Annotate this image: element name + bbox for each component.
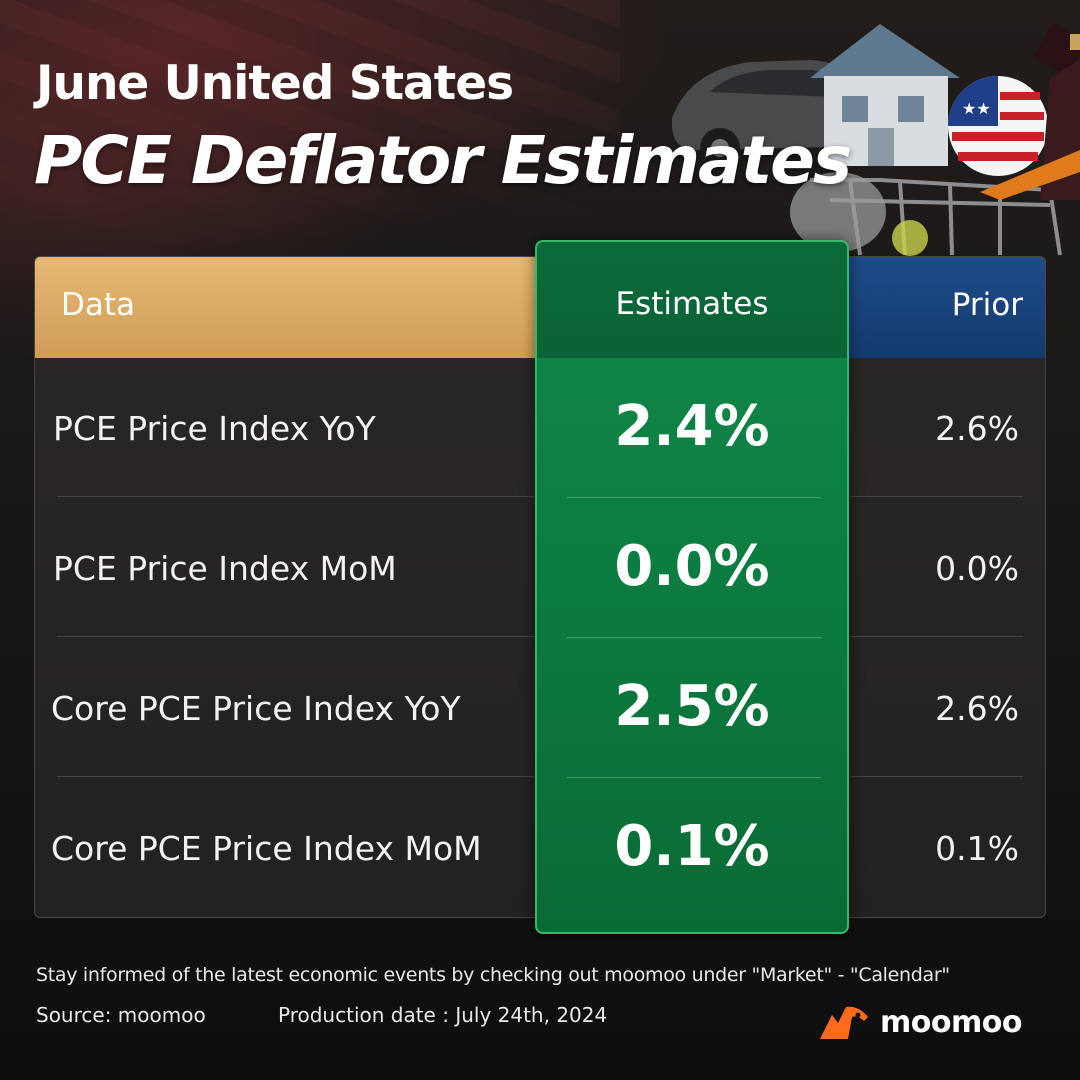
brand-name: moomoo xyxy=(880,1004,1022,1040)
row-3-prior: 2.6% xyxy=(935,689,1019,728)
row-divider xyxy=(57,496,535,497)
footer-note: Stay informed of the latest economic eve… xyxy=(36,964,950,986)
moomoo-logo-icon xyxy=(820,1006,868,1039)
row-divider xyxy=(851,776,1023,777)
row-divider xyxy=(851,636,1023,637)
estimate-divider xyxy=(567,777,821,778)
estimates-column-header: Estimates xyxy=(537,242,847,358)
row-4-label: Core PCE Price Index MoM xyxy=(51,829,482,868)
row-3-label: Core PCE Price Index YoY xyxy=(51,689,461,728)
prior-column-header-label: Prior xyxy=(951,287,1023,323)
row-1-label: PCE Price Index YoY xyxy=(53,409,376,448)
estimate-divider xyxy=(567,637,821,638)
page-title-line2: PCE Deflator Estimates xyxy=(34,122,852,199)
row-2-prior: 0.0% xyxy=(935,549,1019,588)
us-flag-badge-icon: ★★ xyxy=(948,76,1048,176)
row-divider xyxy=(57,636,535,637)
estimates-column: Estimates 2.4% 0.0% 2.5% 0.1% xyxy=(535,240,849,934)
row-4-prior: 0.1% xyxy=(935,829,1019,868)
moomoo-brand[interactable]: moomoo xyxy=(818,1000,1022,1044)
row-3-estimate: 2.5% xyxy=(614,674,770,739)
row-divider xyxy=(851,496,1023,497)
svg-text:★★: ★★ xyxy=(962,99,991,118)
prior-column-header: Prior xyxy=(849,257,1045,358)
footer-source: Source: moomoo xyxy=(36,1003,206,1027)
shopping-illustration: ★★ xyxy=(671,22,1080,256)
row-4-estimate: 0.1% xyxy=(614,814,770,879)
house-illustration xyxy=(810,24,960,166)
data-column-header: Data xyxy=(35,257,537,358)
flag-background xyxy=(0,0,620,260)
row-2-label: PCE Price Index MoM xyxy=(53,549,397,588)
data-column-header-label: Data xyxy=(61,287,136,323)
estimates-column-header-label: Estimates xyxy=(615,286,769,322)
estimate-divider xyxy=(567,497,821,498)
row-divider xyxy=(57,776,535,777)
row-2-estimate: 0.0% xyxy=(614,534,770,599)
row-1-prior: 2.6% xyxy=(935,409,1019,448)
footer-production-date: Production date : July 24th, 2024 xyxy=(278,1003,608,1027)
row-1-estimate: 2.4% xyxy=(614,394,770,459)
page-title-line1: June United States xyxy=(36,56,514,111)
